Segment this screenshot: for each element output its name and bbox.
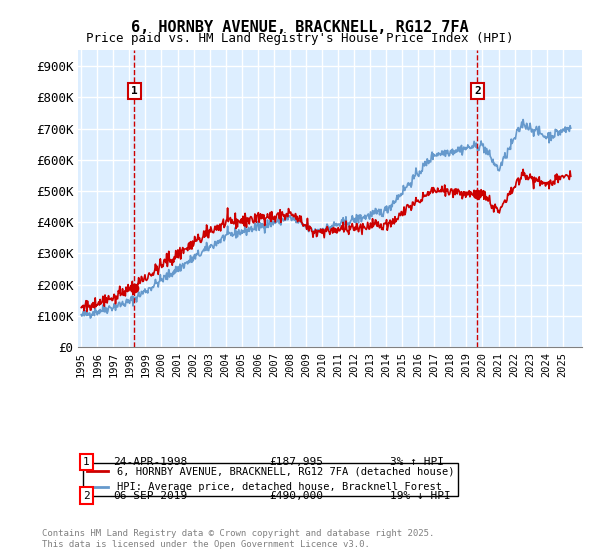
Text: 1: 1 <box>131 86 138 96</box>
Text: 06-SEP-2019: 06-SEP-2019 <box>113 491 188 501</box>
Text: 2: 2 <box>474 86 481 96</box>
Text: £490,000: £490,000 <box>269 491 323 501</box>
Text: 6, HORNBY AVENUE, BRACKNELL, RG12 7FA: 6, HORNBY AVENUE, BRACKNELL, RG12 7FA <box>131 20 469 35</box>
Text: 19% ↓ HPI: 19% ↓ HPI <box>391 491 451 501</box>
Text: Price paid vs. HM Land Registry's House Price Index (HPI): Price paid vs. HM Land Registry's House … <box>86 32 514 45</box>
Text: 24-APR-1998: 24-APR-1998 <box>113 457 188 467</box>
Legend: 6, HORNBY AVENUE, BRACKNELL, RG12 7FA (detached house), HPI: Average price, deta: 6, HORNBY AVENUE, BRACKNELL, RG12 7FA (d… <box>83 463 458 496</box>
Text: 1: 1 <box>83 457 90 467</box>
Text: 2: 2 <box>83 491 90 501</box>
Text: 3% ↑ HPI: 3% ↑ HPI <box>391 457 445 467</box>
Text: £187,995: £187,995 <box>269 457 323 467</box>
Text: Contains HM Land Registry data © Crown copyright and database right 2025.
This d: Contains HM Land Registry data © Crown c… <box>42 529 434 549</box>
